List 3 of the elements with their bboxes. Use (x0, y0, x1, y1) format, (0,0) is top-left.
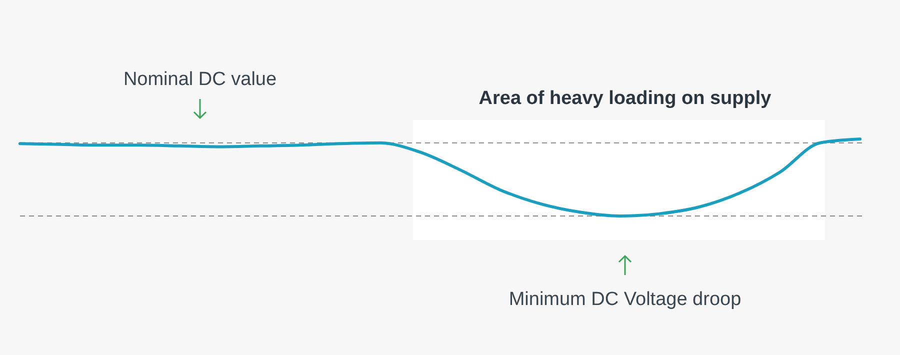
text: Area of heavy loading on supply (478, 88, 772, 109)
text: Nominal DC value (123, 69, 277, 90)
text: Minimum DC Voltage droop (508, 289, 742, 310)
